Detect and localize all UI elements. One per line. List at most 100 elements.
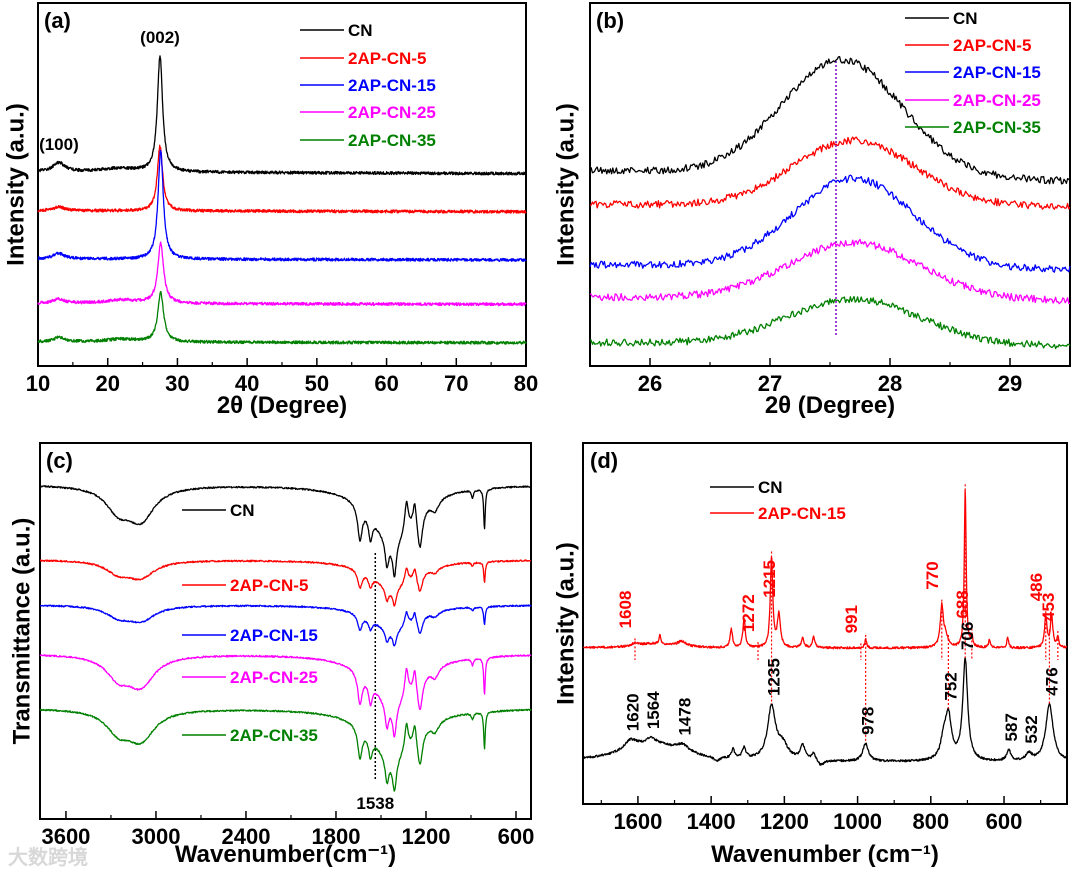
panel-label: (b) bbox=[596, 8, 624, 33]
x-tick-label: 1200 bbox=[402, 824, 451, 849]
series-line-2ap-cn-5 bbox=[37, 144, 527, 214]
peak-label: 991 bbox=[842, 605, 861, 633]
peak-label: 1564 bbox=[644, 691, 663, 729]
plot-frame bbox=[589, 2, 1071, 367]
peak-annotation: (100) bbox=[39, 135, 79, 154]
legend-label: 2AP-CN-15 bbox=[953, 63, 1041, 82]
series-line-2ap-cn-5 bbox=[589, 136, 1071, 210]
series-line-2ap-cn-35 bbox=[39, 708, 532, 792]
x-tick-label: 2400 bbox=[221, 824, 270, 849]
series-line-cn bbox=[582, 656, 1068, 766]
series-line-2ap-cn-25 bbox=[589, 238, 1071, 305]
x-tick-label: 40 bbox=[235, 371, 259, 396]
legend-label: 2AP-CN-25 bbox=[230, 668, 318, 687]
peak-label: 587 bbox=[1002, 713, 1021, 741]
y-axis-title: Intensity (a.u.) bbox=[3, 103, 30, 266]
legend-label: 2AP-CN-15 bbox=[230, 626, 318, 645]
x-tick-label: 20 bbox=[95, 371, 119, 396]
x-tick-label: 30 bbox=[165, 371, 189, 396]
series-line-2ap-cn-15 bbox=[37, 149, 527, 263]
series-line-cn bbox=[39, 485, 532, 578]
panel-label: (d) bbox=[590, 448, 618, 473]
x-tick-label: 1800 bbox=[312, 824, 361, 849]
x-axis-title: 2θ (Degree) bbox=[217, 392, 347, 419]
series-line-2ap-cn-15 bbox=[583, 489, 1068, 650]
legend-label: CN bbox=[230, 501, 255, 520]
legend-label: 2AP-CN-5 bbox=[953, 36, 1031, 55]
x-axis-title: Wavenumber (cm⁻¹) bbox=[711, 841, 939, 868]
series-line-cn bbox=[589, 56, 1071, 185]
peak-label: 486 bbox=[1027, 573, 1046, 601]
peak-label: 532 bbox=[1022, 715, 1041, 743]
panel-b: 26 27 28 29 2θ (Degree) Intensity (a.u.) (b) CN… bbox=[553, 2, 1071, 419]
legend-label: 2AP-CN-15 bbox=[758, 504, 846, 523]
x-tick-label: 50 bbox=[305, 371, 329, 396]
peak-label: 770 bbox=[923, 561, 942, 589]
legend-label: 2AP-CN-5 bbox=[230, 576, 308, 595]
legend-label: CN bbox=[348, 21, 373, 40]
x-tick-label: 800 bbox=[912, 809, 949, 834]
legend-label: 2AP-CN-35 bbox=[953, 118, 1041, 137]
x-tick-label: 10 bbox=[26, 371, 50, 396]
series-line-2ap-cn-15 bbox=[589, 174, 1071, 273]
legend-label: 2AP-CN-35 bbox=[348, 131, 436, 150]
peak-label: 688 bbox=[953, 590, 972, 618]
peak-label: 978 bbox=[859, 707, 878, 735]
peak-annotation: 1538 bbox=[356, 794, 394, 813]
x-tick-label: 70 bbox=[444, 371, 468, 396]
series-line-2ap-cn-25 bbox=[39, 654, 532, 738]
panel-d: 1600 1400 1200 1000 800 600 Wavenumber (cm⁻¹) I… bbox=[553, 442, 1068, 868]
peak-label: 1478 bbox=[676, 698, 695, 736]
peak-label: 1608 bbox=[616, 591, 635, 629]
peak-label: 476 bbox=[1042, 667, 1061, 695]
legend-label: 2AP-CN-5 bbox=[348, 49, 426, 68]
panel-a: 10 20 30 40 50 60 70 80 2θ (Degree) Intensity (a.… bbox=[3, 2, 538, 419]
x-tick-label: 80 bbox=[514, 371, 538, 396]
x-tick-label: 3000 bbox=[131, 824, 180, 849]
x-tick-label: 600 bbox=[986, 809, 1023, 834]
peak-label: 453 bbox=[1039, 593, 1058, 621]
plot-frame bbox=[37, 2, 527, 367]
x-tick-label: 29 bbox=[998, 371, 1022, 396]
x-tick-label: 1200 bbox=[760, 809, 809, 834]
x-axis-title: Wavenumber(cm⁻¹) bbox=[175, 841, 396, 868]
legend-label: CN bbox=[953, 9, 978, 28]
watermark: 大数跨境 bbox=[8, 845, 88, 869]
x-tick-label: 1400 bbox=[687, 809, 736, 834]
x-tick-label: 1600 bbox=[613, 809, 662, 834]
x-tick-label: 600 bbox=[498, 824, 535, 849]
peak-label: 1272 bbox=[739, 594, 758, 632]
x-tick-label: 26 bbox=[638, 371, 662, 396]
y-axis-title: Intensity (a.u.) bbox=[553, 542, 580, 705]
peak-label: 1620 bbox=[624, 693, 643, 731]
series-line-2ap-cn-15 bbox=[39, 604, 532, 647]
legend-label: 2AP-CN-35 bbox=[230, 726, 318, 745]
x-axis-title: 2θ (Degree) bbox=[765, 392, 895, 419]
legend-label: 2AP-CN-25 bbox=[953, 91, 1041, 110]
x-tick-label: 60 bbox=[374, 371, 398, 396]
peak-label: 752 bbox=[941, 672, 960, 700]
legend-label: CN bbox=[758, 478, 783, 497]
peak-label: 1235 bbox=[765, 658, 784, 696]
y-axis-title: Transmittance (a.u.) bbox=[9, 518, 36, 745]
peak-annotation: (002) bbox=[140, 28, 180, 47]
legend-label: 2AP-CN-25 bbox=[348, 103, 436, 122]
x-tick-label: 1000 bbox=[833, 809, 882, 834]
panel-label: (c) bbox=[46, 448, 73, 473]
y-axis-title: Intensity (a.u.) bbox=[553, 103, 580, 266]
panel-c: 3600 3000 2400 1800 1200 600 Wavenumber(cm⁻¹) T… bbox=[9, 442, 535, 868]
x-tick-label: 28 bbox=[878, 371, 902, 396]
series-line-2ap-cn-25 bbox=[37, 241, 527, 307]
series-line-2ap-cn-35 bbox=[589, 295, 1071, 350]
series-line-2ap-cn-5 bbox=[39, 559, 532, 607]
x-tick-label: 3600 bbox=[41, 824, 90, 849]
peak-label: 1215 bbox=[760, 560, 779, 598]
panel-label: (a) bbox=[44, 8, 71, 33]
x-tick-label: 27 bbox=[758, 371, 782, 396]
legend-label: 2AP-CN-15 bbox=[348, 76, 436, 95]
plot-frame bbox=[582, 442, 1068, 805]
series-line-2ap-cn-35 bbox=[37, 290, 527, 345]
peak-label: 706 bbox=[958, 622, 977, 650]
plot-frame bbox=[39, 442, 532, 820]
